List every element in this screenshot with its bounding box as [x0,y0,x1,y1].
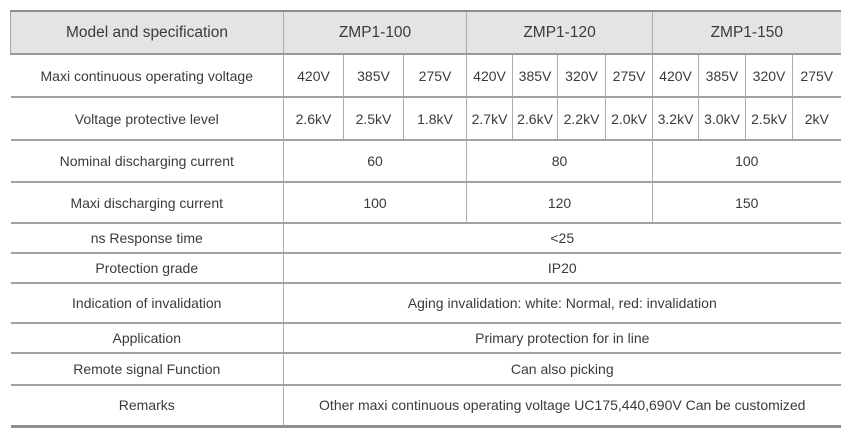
protective-cell: 2.5kV [343,97,404,141]
row-label: Nominal discharging current [10,140,284,183]
row-indication-of-invalidation: Indication of invalidation Aging invalid… [10,283,841,324]
header-model-zmp1-100: ZMP1-100 [283,11,468,55]
voltage-cell: 420V [652,54,700,98]
row-label: Remote signal Function [10,353,284,386]
row-remote-signal-function: Remote signal Function Can also picking [10,353,841,386]
protective-cell: 2.5kV [745,97,794,141]
header-label: Model and specification [10,11,284,55]
application-value: Primary protection for in line [283,323,841,354]
remote-signal-value: Can also picking [283,353,841,386]
protective-cell: 2.2kV [557,97,607,141]
remarks-value: Other maxi continuous operating voltage … [283,385,841,428]
nominal-current-zmp1-150: 100 [652,140,841,183]
row-voltage-protective-level: Voltage protective level 2.6kV 2.5kV 1.8… [10,97,841,141]
nominal-current-zmp1-100: 60 [283,140,468,183]
voltage-cell: 385V [698,54,747,98]
voltage-cell: 275V [792,54,841,98]
voltage-cell: 385V [512,54,559,98]
specification-table: Model and specification ZMP1-100 ZMP1-12… [10,10,841,428]
protection-grade-value: IP20 [283,253,841,284]
maxi-current-zmp1-120: 120 [466,182,654,224]
row-application: Application Primary protection for in li… [10,323,841,354]
voltage-cell: 385V [343,54,404,98]
row-label: Remarks [10,385,284,428]
protective-cell: 2.0kV [605,97,654,141]
spec-table: Model and specification ZMP1-100 ZMP1-12… [10,10,841,428]
header-row: Model and specification ZMP1-100 ZMP1-12… [10,11,841,55]
protective-cell: 3.0kV [698,97,747,141]
protective-cell: 2.6kV [512,97,559,141]
row-nominal-discharging-current: Nominal discharging current 60 80 100 [10,140,841,183]
header-model-zmp1-120: ZMP1-120 [466,11,654,55]
row-label: Voltage protective level [10,97,284,141]
header-model-zmp1-150: ZMP1-150 [652,11,841,55]
row-label: Maxi discharging current [10,182,284,224]
nominal-current-zmp1-120: 80 [466,140,654,183]
voltage-cell: 420V [283,54,344,98]
protective-cell: 2.6kV [283,97,344,141]
voltage-cell: 275V [403,54,468,98]
protective-cell: 1.8kV [403,97,468,141]
response-time-value: <25 [283,223,841,254]
row-protection-grade: Protection grade IP20 [10,253,841,284]
row-label: Maxi continuous operating voltage [10,54,284,98]
indication-value: Aging invalidation: white: Normal, red: … [283,283,841,324]
row-maxi-discharging-current: Maxi discharging current 100 120 150 [10,182,841,224]
row-response-time: ns Response time <25 [10,223,841,254]
row-label: Application [10,323,284,354]
row-max-continuous-voltage: Maxi continuous operating voltage 420V 3… [10,54,841,98]
row-label: ns Response time [10,223,284,254]
voltage-cell: 320V [745,54,794,98]
voltage-cell: 320V [557,54,607,98]
maxi-current-zmp1-150: 150 [652,182,841,224]
protective-cell: 2.7kV [466,97,514,141]
row-remarks: Remarks Other maxi continuous operating … [10,385,841,428]
row-label: Indication of invalidation [10,283,284,324]
row-label: Protection grade [10,253,284,284]
voltage-cell: 420V [466,54,514,98]
protective-cell: 3.2kV [652,97,700,141]
voltage-cell: 275V [605,54,654,98]
protective-cell: 2kV [792,97,841,141]
maxi-current-zmp1-100: 100 [283,182,468,224]
